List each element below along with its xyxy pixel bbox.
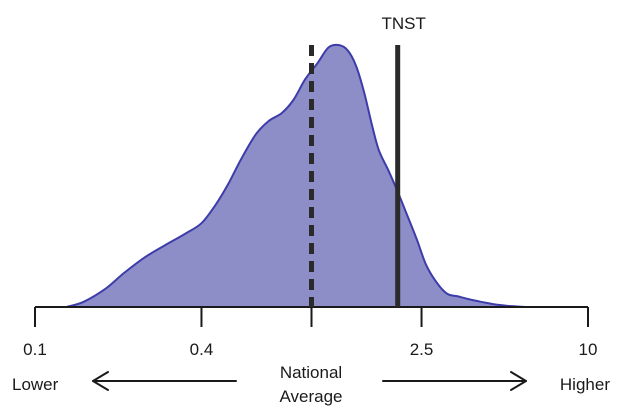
national-label: National	[280, 363, 342, 382]
x-tick-label: 10	[579, 340, 598, 359]
left-arrow	[92, 371, 237, 391]
x-axis: 0.1 0.4 2.5 10	[23, 306, 598, 359]
higher-label: Higher	[560, 375, 610, 394]
left-arrow-head	[92, 371, 109, 391]
density-line	[66, 43, 527, 308]
lower-label: Lower	[12, 375, 59, 394]
tnst-label: TNST	[382, 14, 426, 33]
x-tick-label: 2.5	[410, 340, 434, 359]
right-arrow	[382, 371, 527, 391]
reference-lines	[309, 45, 401, 307]
x-tick-label: 0.1	[23, 340, 47, 359]
x-tick-label: 0.4	[190, 340, 214, 359]
density-curve-layer	[66, 43, 527, 308]
density-area	[66, 44, 527, 307]
right-arrow-head	[510, 371, 527, 391]
average-label: Average	[279, 387, 342, 406]
